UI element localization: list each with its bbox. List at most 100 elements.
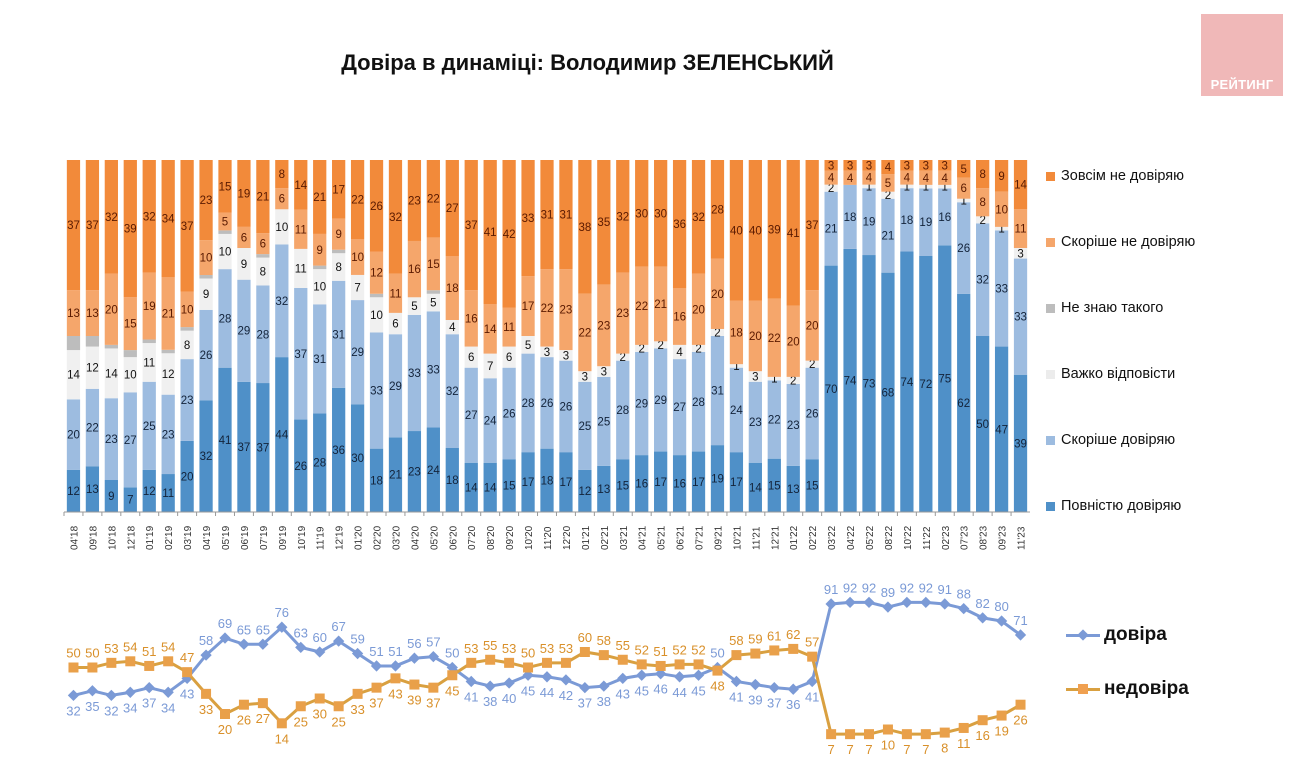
- bar-value-label: 4: [828, 173, 835, 185]
- line-value-label: 37: [142, 696, 156, 711]
- bar-value-label: 18: [370, 475, 383, 487]
- bar-value-label: 28: [711, 204, 724, 216]
- bar-value-label: 9: [317, 245, 323, 257]
- bar-value-label: 19: [919, 217, 932, 229]
- bar-value-label: 23: [597, 320, 610, 332]
- bar-value-label: 1: [904, 181, 910, 193]
- bar-segment-rather-trust: [597, 376, 611, 466]
- legend-item-hard-to-say: Важко відповісти: [1046, 366, 1175, 382]
- line-value-label: 7: [828, 742, 835, 757]
- distrust-point: [977, 715, 988, 726]
- distrust-point: [220, 709, 230, 719]
- trust-point: [105, 689, 118, 702]
- line-value-label: 7: [865, 742, 872, 757]
- bar-segment-hard-to-say: [559, 350, 573, 361]
- legend-item-distrust: недовіра: [1066, 678, 1189, 700]
- bar-value-label: 41: [219, 435, 232, 447]
- distrust-point: [144, 660, 155, 671]
- line-value-label: 40: [502, 691, 516, 706]
- distrust-point: [788, 643, 799, 654]
- bar-segment-full-distrust: [843, 160, 857, 171]
- legend-label: Скоріше не довіряю: [1061, 234, 1196, 250]
- bar-value-label: 22: [351, 195, 364, 207]
- bar-value-label: 32: [692, 212, 705, 224]
- bar-value-label: 31: [560, 210, 573, 222]
- bar-segment-rather-distrust: [464, 290, 478, 347]
- line-value-label: 55: [616, 638, 630, 653]
- trust-point: [806, 675, 818, 688]
- bar-segment-rather-distrust: [369, 251, 384, 294]
- bar-segment-hard-to-say: [332, 253, 346, 281]
- line-value-label: 32: [104, 703, 118, 718]
- legend-label: Повністю довіряю: [1061, 498, 1182, 514]
- bar-segment-rather-trust: [104, 398, 118, 480]
- line-value-label: 57: [805, 635, 819, 650]
- bar-value-label: 5: [430, 298, 436, 310]
- x-tick-label: 04'22: [846, 525, 857, 550]
- bar-value-label: 3: [544, 347, 550, 359]
- bar-segment-rather-distrust: [862, 170, 876, 185]
- bar-segment-hard-to-say: [294, 248, 308, 288]
- bar-segment-rather-distrust: [1013, 209, 1028, 248]
- bar-value-label: 13: [67, 308, 80, 320]
- bar-segment-rather-trust: [578, 381, 592, 470]
- bar-segment-full-trust: [313, 413, 327, 512]
- bar-value-label: 26: [200, 350, 213, 362]
- trust-point: [86, 685, 99, 697]
- bar-segment-hard-to-say: [199, 278, 213, 310]
- bar-segment-hard-to-say: [881, 191, 895, 199]
- bar-segment-full-trust: [350, 404, 365, 512]
- line-value-label: 41: [729, 689, 743, 704]
- bar-value-label: 16: [673, 479, 686, 491]
- line-value-label: 54: [123, 639, 137, 654]
- bar-segment-full-trust: [256, 383, 270, 512]
- bar-segment-full-distrust: [900, 160, 914, 171]
- line-value-label: 52: [634, 642, 648, 657]
- bar-segment-hard-to-say: [672, 344, 687, 360]
- x-tick-label: 04'20: [410, 525, 421, 550]
- bar-segment-rather-distrust: [332, 218, 346, 250]
- bar-value-label: 39: [768, 224, 781, 236]
- bar-value-label: 14: [67, 370, 80, 382]
- line-value-label: 50: [445, 646, 459, 661]
- bar-value-label: 4: [885, 162, 892, 174]
- bar-value-label: 11: [295, 224, 307, 236]
- bar-value-label: 4: [923, 173, 930, 185]
- bar-value-label: 32: [200, 451, 213, 463]
- bar-segment-hard-to-say: [426, 293, 440, 312]
- bar-value-label: 3: [904, 160, 910, 172]
- bar-segment-hard-to-say: [805, 360, 819, 368]
- bar-segment-rather-trust: [350, 300, 365, 405]
- distrust-point: [314, 693, 325, 704]
- bar-segment-dont-know: [123, 350, 137, 358]
- bar-value-label: 18: [541, 475, 554, 487]
- line-value-label: 52: [691, 642, 705, 657]
- bar-value-label: 31: [541, 210, 554, 222]
- bar-segment-hard-to-say: [142, 343, 156, 382]
- bar-segment-full-distrust: [521, 160, 535, 277]
- bar-segment-full-distrust: [1013, 160, 1028, 210]
- bar-segment-full-distrust: [691, 160, 706, 274]
- distrust-point: [428, 682, 439, 693]
- bar-segment-rather-trust: [180, 359, 194, 441]
- bar-value-label: 25: [143, 421, 156, 433]
- bar-segment-hard-to-say: [369, 297, 384, 333]
- bar-value-label: 1: [733, 361, 739, 373]
- bar-value-label: 20: [67, 430, 80, 442]
- bar-value-label: 28: [692, 397, 705, 409]
- line-value-label: 41: [805, 689, 819, 704]
- line-value-label: 30: [312, 707, 326, 722]
- bar-segment-full-trust: [938, 245, 952, 513]
- bar-value-label: 18: [730, 327, 743, 339]
- line-value-label: 56: [407, 636, 421, 651]
- bar-segment-rather-distrust: [654, 266, 668, 342]
- bar-segment-full-trust: [199, 400, 213, 512]
- bar-segment-full-distrust: [275, 160, 289, 189]
- bar-value-label: 12: [67, 486, 80, 498]
- x-tick-label: 12'19: [335, 525, 346, 550]
- bar-value-label: 47: [995, 424, 1008, 436]
- bar-value-label: 17: [560, 477, 573, 489]
- legend-item-full-distrust: Зовсім не довіряю: [1046, 168, 1184, 184]
- bar-segment-full-distrust: [180, 160, 194, 292]
- x-tick-label: 11'19: [316, 526, 327, 550]
